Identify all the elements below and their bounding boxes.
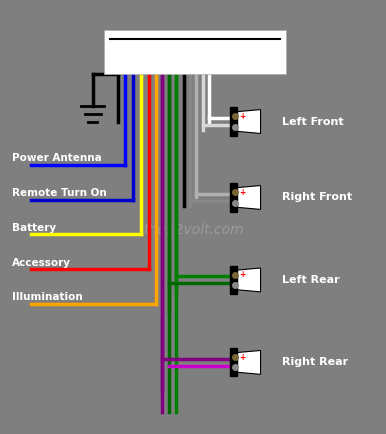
Text: +: +	[239, 353, 245, 362]
Text: Right Front: Right Front	[282, 192, 352, 203]
Bar	[230, 183, 237, 211]
Text: Battery: Battery	[12, 223, 56, 233]
Bar	[230, 266, 237, 294]
Text: Right Rear: Right Rear	[282, 357, 348, 368]
Text: Left Rear: Left Rear	[282, 275, 339, 285]
Polygon shape	[237, 268, 261, 292]
Bar	[230, 348, 237, 376]
Text: Remote Turn On: Remote Turn On	[12, 188, 106, 198]
Polygon shape	[237, 186, 261, 209]
Text: +: +	[239, 112, 245, 121]
Text: Power Antenna: Power Antenna	[12, 153, 102, 164]
Text: +: +	[239, 270, 245, 279]
Text: the12volt.com: the12volt.com	[143, 223, 243, 237]
Bar	[104, 30, 286, 74]
Text: Illumination: Illumination	[12, 292, 82, 302]
Text: Left Front: Left Front	[282, 116, 344, 127]
Text: +: +	[239, 188, 245, 197]
Bar	[230, 108, 237, 135]
Polygon shape	[237, 110, 261, 134]
Polygon shape	[237, 351, 261, 374]
Text: Accessory: Accessory	[12, 257, 71, 268]
